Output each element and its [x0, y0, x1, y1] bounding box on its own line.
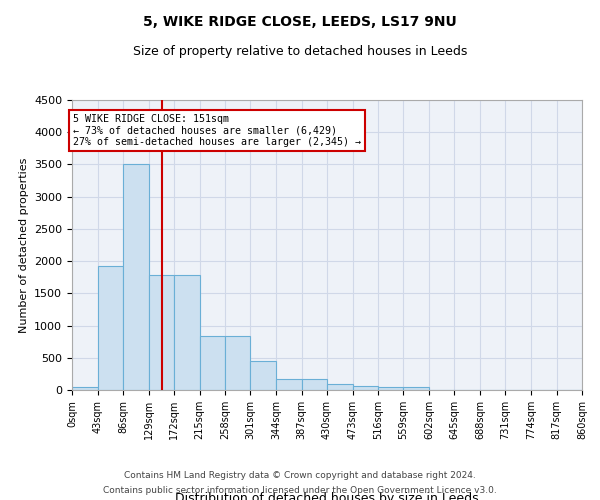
- X-axis label: Distribution of detached houses by size in Leeds: Distribution of detached houses by size …: [175, 492, 479, 500]
- Y-axis label: Number of detached properties: Number of detached properties: [19, 158, 29, 332]
- Bar: [378, 387, 403, 390]
- Bar: [327, 384, 353, 390]
- Bar: [276, 379, 302, 390]
- Bar: [123, 164, 149, 390]
- Bar: [353, 386, 378, 390]
- Bar: [149, 274, 174, 390]
- Bar: [72, 387, 97, 390]
- Bar: [97, 266, 123, 390]
- Text: Contains public sector information licensed under the Open Government Licence v3: Contains public sector information licen…: [103, 486, 497, 495]
- Text: 5 WIKE RIDGE CLOSE: 151sqm
← 73% of detached houses are smaller (6,429)
27% of s: 5 WIKE RIDGE CLOSE: 151sqm ← 73% of deta…: [73, 114, 361, 148]
- Bar: [174, 274, 199, 390]
- Bar: [302, 379, 327, 390]
- Bar: [251, 361, 276, 390]
- Bar: [403, 387, 429, 390]
- Text: 5, WIKE RIDGE CLOSE, LEEDS, LS17 9NU: 5, WIKE RIDGE CLOSE, LEEDS, LS17 9NU: [143, 15, 457, 29]
- Bar: [199, 336, 225, 390]
- Text: Size of property relative to detached houses in Leeds: Size of property relative to detached ho…: [133, 45, 467, 58]
- Bar: [225, 336, 251, 390]
- Text: Contains HM Land Registry data © Crown copyright and database right 2024.: Contains HM Land Registry data © Crown c…: [124, 471, 476, 480]
